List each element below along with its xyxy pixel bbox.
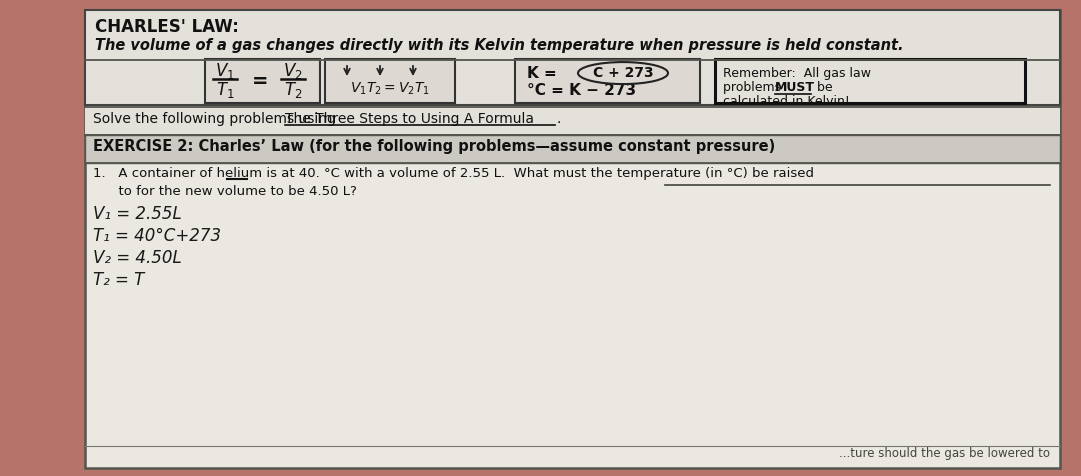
Text: $T_1$: $T_1$	[216, 80, 235, 100]
Text: 1.   A container of helium is at 40. °C with a volume of 2.55 L.  What must the : 1. A container of helium is at 40. °C wi…	[93, 167, 814, 180]
Text: V₁ = 2.55L: V₁ = 2.55L	[93, 205, 182, 223]
Text: The volume of a gas changes directly with its Kelvin temperature when pressure i: The volume of a gas changes directly wit…	[95, 38, 904, 53]
Text: T₁ = 40°C+273: T₁ = 40°C+273	[93, 227, 222, 245]
Text: The Three Steps to Using A Formula: The Three Steps to Using A Formula	[285, 112, 534, 126]
Bar	[205, 59, 320, 103]
Text: MUST: MUST	[775, 81, 815, 94]
Text: $V_1$: $V_1$	[215, 61, 235, 81]
Bar	[515, 59, 700, 103]
Bar	[325, 59, 455, 103]
Text: EXERCISE 2: Charles’ Law (for the following problems—assume constant pressure): EXERCISE 2: Charles’ Law (for the follow…	[93, 139, 775, 154]
Text: $V_1T_2 = V_2T_1$: $V_1T_2 = V_2T_1$	[350, 81, 430, 97]
Text: Remember:  All gas law: Remember: All gas law	[723, 67, 871, 80]
Bar	[85, 10, 1060, 105]
Text: =: =	[252, 71, 268, 90]
Text: problems: problems	[723, 81, 785, 94]
Bar	[85, 135, 1060, 163]
Text: be: be	[813, 81, 832, 94]
Text: °C = K − 273: °C = K − 273	[528, 83, 636, 98]
Text: CHARLES' LAW:: CHARLES' LAW:	[95, 18, 239, 36]
Text: K =: K =	[528, 66, 562, 80]
Text: T₂ = T: T₂ = T	[93, 271, 144, 289]
Bar	[715, 59, 1025, 103]
Text: C + 273: C + 273	[592, 66, 653, 80]
Text: to for the new volume to be 4.50 L?: to for the new volume to be 4.50 L?	[93, 185, 357, 198]
Text: .: .	[557, 112, 561, 126]
Text: calculated in Kelvin!: calculated in Kelvin!	[723, 95, 850, 108]
Text: ...ture should the gas be lowered to: ...ture should the gas be lowered to	[839, 447, 1050, 460]
Text: V₂ = 4.50L: V₂ = 4.50L	[93, 249, 182, 267]
Text: $T_2$: $T_2$	[284, 80, 303, 100]
Bar	[85, 107, 1060, 135]
Text: $V_2$: $V_2$	[283, 61, 303, 81]
Text: Solve the following problems using: Solve the following problems using	[93, 112, 341, 126]
